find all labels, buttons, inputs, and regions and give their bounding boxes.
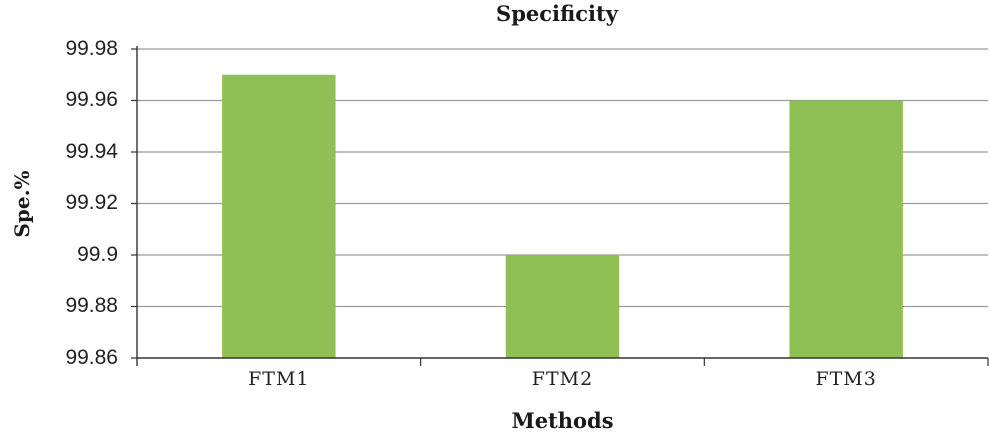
x-axis-label: Methods	[511, 408, 614, 433]
y-tick-label: 99.86	[65, 346, 118, 369]
bars	[222, 74, 903, 358]
y-tick-label: 99.9	[77, 243, 118, 266]
axes	[131, 46, 989, 366]
x-tick-label: FTM2	[531, 368, 594, 390]
y-tick-label: 99.96	[65, 88, 118, 111]
bar-ftm3	[789, 100, 903, 358]
y-tick-label: 99.94	[65, 140, 118, 163]
y-tick-label: 99.92	[65, 191, 118, 214]
x-tick-label: FTM1	[248, 368, 310, 390]
chart-title: Specificity	[496, 1, 618, 26]
bar-ftm2	[505, 255, 620, 358]
bar-ftm1	[222, 74, 336, 358]
y-tick-label: 99.98	[65, 37, 118, 60]
x-tick-label: FTM3	[815, 368, 877, 390]
y-tick-label: 99.88	[65, 294, 118, 317]
